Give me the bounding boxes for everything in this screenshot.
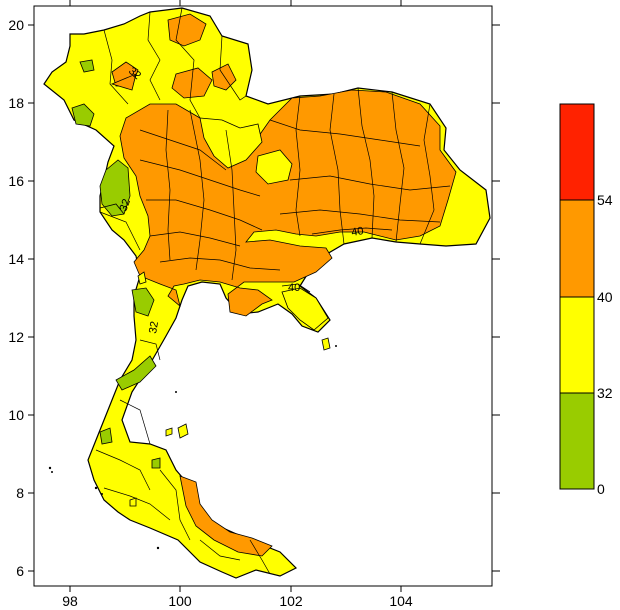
x-tick-label-104: 104	[389, 593, 413, 609]
orange-region-north-4	[211, 63, 237, 91]
contour-label-32-west: 32	[118, 197, 133, 213]
green-region-northwest-2	[79, 59, 95, 73]
y-ticks-left	[28, 24, 34, 572]
x-tick-label-102: 102	[279, 593, 303, 609]
green-region-south-1	[99, 427, 113, 445]
legend-label-32: 32	[597, 385, 613, 401]
orange-region-central-northeast	[119, 89, 457, 317]
y-tick-label-12: 12	[8, 329, 24, 345]
x-tick-label-98: 98	[62, 593, 78, 609]
y-tick-label-10: 10	[8, 407, 24, 423]
yellow-pocket-east	[255, 149, 293, 185]
yellow-pocket-north	[199, 117, 263, 169]
legend-band-red	[559, 103, 595, 201]
province-borders	[95, 7, 451, 575]
contour-label-32-strait: 32	[147, 320, 161, 334]
orange-region-north-1	[167, 13, 207, 47]
contour-label-40-east: 40	[350, 225, 364, 239]
green-region-northwest-1	[71, 103, 95, 127]
color-legend: 54 40 32 0	[559, 103, 613, 497]
y-tick-label-14: 14	[8, 251, 24, 267]
legend-label-0: 0	[597, 481, 605, 497]
legend-band-yellow	[559, 296, 595, 394]
y-tick-label-8: 8	[16, 485, 24, 501]
green-region-strait-1	[131, 287, 155, 317]
green-region-strait-2	[115, 355, 157, 391]
x-tick-label-100: 100	[168, 593, 192, 609]
legend-label-54: 54	[597, 192, 613, 208]
contour-lines	[99, 203, 393, 293]
y-tick-label-6: 6	[16, 563, 24, 579]
contour-label-40-coast: 40	[288, 282, 300, 294]
islands	[129, 271, 331, 507]
y-tick-label-20: 20	[8, 17, 24, 33]
orange-region-south-2	[110, 73, 137, 91]
legend-label-40: 40	[597, 289, 613, 305]
x-ticks-top	[69, 0, 402, 6]
y-ticks-right	[492, 24, 500, 572]
legend-band-green	[559, 392, 595, 490]
y-tick-label-18: 18	[8, 95, 24, 111]
x-ticks-bottom	[69, 586, 402, 592]
yellow-pocket-eastern-coast	[281, 287, 329, 331]
y-tick-label-16: 16	[8, 173, 24, 189]
green-region-south-2	[151, 457, 161, 469]
legend-band-orange	[559, 199, 595, 298]
orange-region-south-1	[179, 475, 273, 557]
small-islands	[48, 345, 337, 550]
